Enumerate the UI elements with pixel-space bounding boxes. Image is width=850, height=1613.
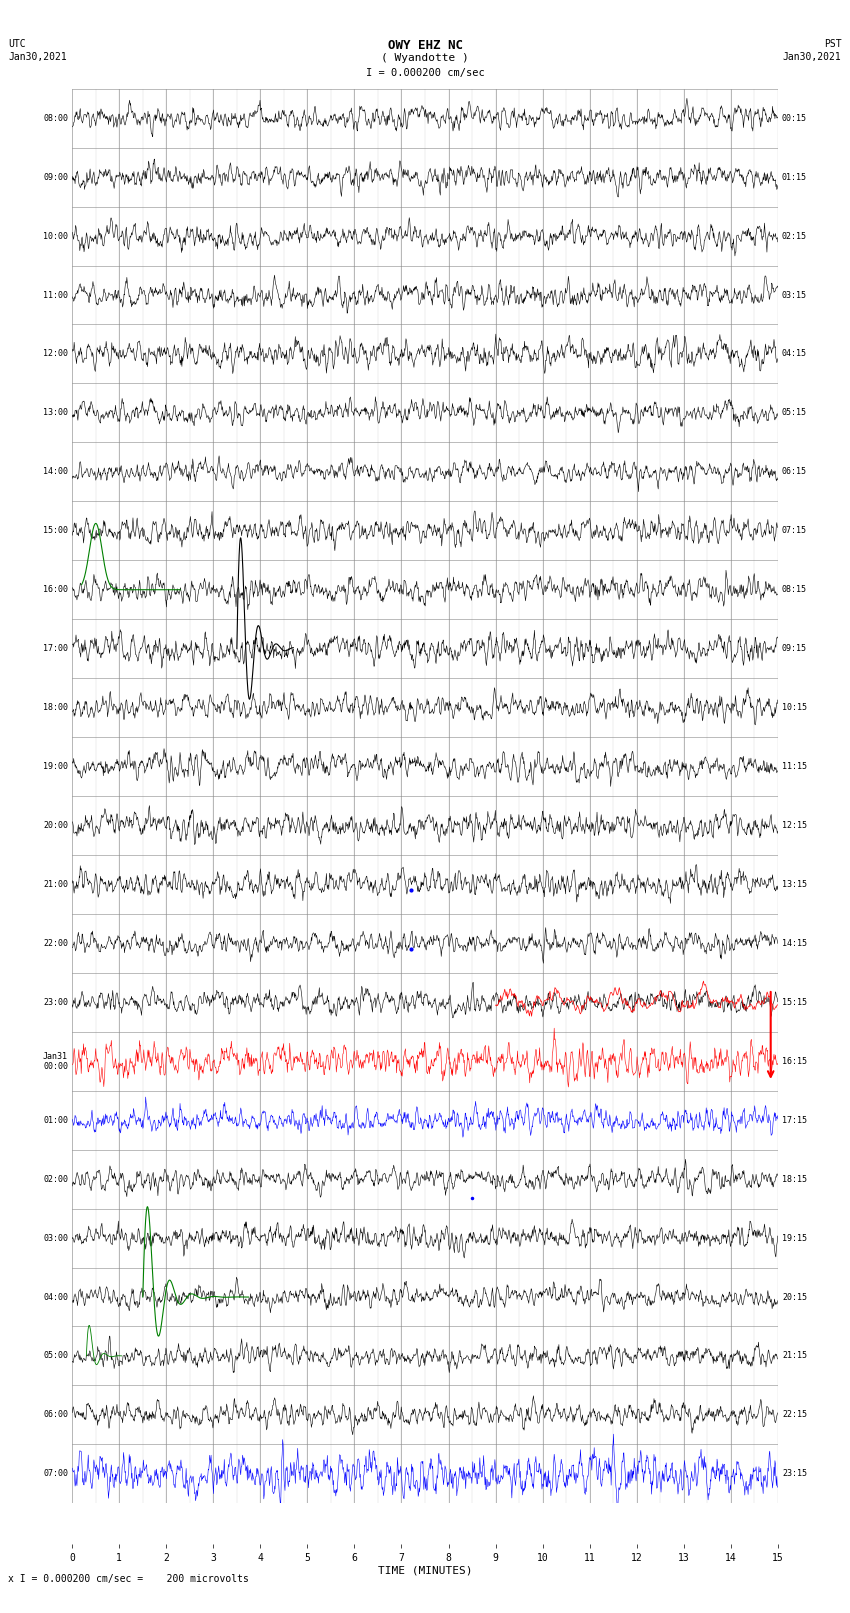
Text: 01:00: 01:00 — [43, 1116, 68, 1124]
Text: 15:15: 15:15 — [782, 998, 807, 1007]
Text: 18:15: 18:15 — [782, 1174, 807, 1184]
Text: Jan30,2021: Jan30,2021 — [783, 52, 842, 61]
Text: 07:15: 07:15 — [782, 526, 807, 536]
Text: 10:15: 10:15 — [782, 703, 807, 711]
Text: 05:15: 05:15 — [782, 408, 807, 418]
Text: ( Wyandotte ): ( Wyandotte ) — [381, 53, 469, 63]
Text: 06:00: 06:00 — [43, 1410, 68, 1419]
Text: 19:00: 19:00 — [43, 761, 68, 771]
Text: 22:00: 22:00 — [43, 939, 68, 948]
Text: 21:15: 21:15 — [782, 1352, 807, 1360]
Text: 03:00: 03:00 — [43, 1234, 68, 1242]
Text: 15:00: 15:00 — [43, 526, 68, 536]
Text: 13:00: 13:00 — [43, 408, 68, 418]
Text: 16:00: 16:00 — [43, 586, 68, 594]
Text: 20:15: 20:15 — [782, 1292, 807, 1302]
Text: 14:00: 14:00 — [43, 468, 68, 476]
Text: 21:00: 21:00 — [43, 881, 68, 889]
Text: 11:15: 11:15 — [782, 761, 807, 771]
Text: 09:15: 09:15 — [782, 644, 807, 653]
Text: x I = 0.000200 cm/sec =    200 microvolts: x I = 0.000200 cm/sec = 200 microvolts — [8, 1574, 249, 1584]
Text: UTC: UTC — [8, 39, 26, 48]
Text: 10:00: 10:00 — [43, 232, 68, 240]
Text: 22:15: 22:15 — [782, 1410, 807, 1419]
Text: 20:00: 20:00 — [43, 821, 68, 831]
Text: OWY EHZ NC: OWY EHZ NC — [388, 39, 462, 52]
Text: PST: PST — [824, 39, 842, 48]
Text: 04:00: 04:00 — [43, 1292, 68, 1302]
Text: 17:00: 17:00 — [43, 644, 68, 653]
Text: 03:15: 03:15 — [782, 290, 807, 300]
Text: 19:15: 19:15 — [782, 1234, 807, 1242]
Text: 17:15: 17:15 — [782, 1116, 807, 1124]
Text: 23:15: 23:15 — [782, 1469, 807, 1479]
Text: 08:00: 08:00 — [43, 113, 68, 123]
X-axis label: TIME (MINUTES): TIME (MINUTES) — [377, 1566, 473, 1576]
Text: Jan31
00:00: Jan31 00:00 — [43, 1052, 68, 1071]
Text: I = 0.000200 cm/sec: I = 0.000200 cm/sec — [366, 68, 484, 77]
Text: 02:15: 02:15 — [782, 232, 807, 240]
Text: 12:15: 12:15 — [782, 821, 807, 831]
Text: 11:00: 11:00 — [43, 290, 68, 300]
Text: 00:15: 00:15 — [782, 113, 807, 123]
Text: 13:15: 13:15 — [782, 881, 807, 889]
Text: 23:00: 23:00 — [43, 998, 68, 1007]
Text: Jan30,2021: Jan30,2021 — [8, 52, 67, 61]
Text: 16:15: 16:15 — [782, 1057, 807, 1066]
Text: 12:00: 12:00 — [43, 350, 68, 358]
Text: 09:00: 09:00 — [43, 173, 68, 182]
Text: 04:15: 04:15 — [782, 350, 807, 358]
Text: 02:00: 02:00 — [43, 1174, 68, 1184]
Text: 01:15: 01:15 — [782, 173, 807, 182]
Text: 14:15: 14:15 — [782, 939, 807, 948]
Text: 07:00: 07:00 — [43, 1469, 68, 1479]
Text: 08:15: 08:15 — [782, 586, 807, 594]
Text: 18:00: 18:00 — [43, 703, 68, 711]
Text: 05:00: 05:00 — [43, 1352, 68, 1360]
Text: 06:15: 06:15 — [782, 468, 807, 476]
